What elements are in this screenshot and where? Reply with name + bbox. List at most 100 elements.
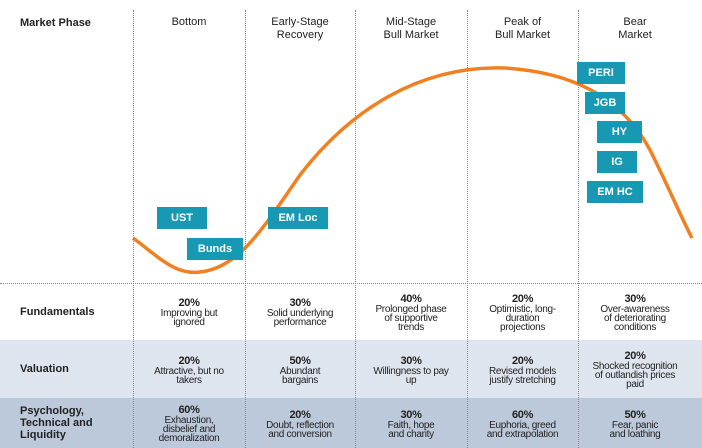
table-cell: 20% Attractive, but no takers (133, 344, 245, 396)
column-divider (355, 10, 356, 448)
cell-text: Revised models (489, 365, 556, 377)
column-divider (578, 10, 579, 448)
table-cell: 60% Euphoria, greed and extrapolation (467, 402, 578, 446)
cell-text: Euphoria, greed (489, 419, 556, 431)
market-curve (131, 66, 694, 275)
table-cell: 20% Improving but ignored (133, 287, 245, 338)
asset-label: JGB (585, 92, 625, 114)
cell-percent: 20% (511, 354, 534, 367)
asset-label: PERI (577, 62, 625, 84)
cell-percent: 30% (289, 297, 311, 309)
column-divider (245, 10, 246, 448)
header-label: Market Phase (20, 16, 91, 29)
divider (0, 283, 702, 284)
phase-header-line: Bear (623, 16, 647, 28)
cell-text: up (405, 374, 417, 386)
table-cell: 20% Doubt, reflection and conversion (245, 402, 355, 446)
column-divider (133, 10, 134, 448)
row-label-line: Technical and (20, 417, 93, 429)
cell-text: Optimistic, long- (489, 303, 556, 315)
cell-text: bargains (282, 374, 318, 386)
cell-percent: 20% (289, 408, 311, 421)
cell-percent: 20% (624, 350, 646, 362)
table-cell: 30% Solid underlying performance (245, 287, 355, 338)
table-cell: 30% Over-awareness of deteriorating conditi… (578, 287, 692, 338)
cell-text: projections (499, 321, 546, 333)
row-bg (0, 340, 702, 398)
phase-header-line: Bull Market (383, 29, 439, 41)
asset-label: EM Loc (268, 207, 328, 229)
cell-percent: 60% (178, 404, 200, 416)
cell-text: Shocked recognition (592, 361, 678, 372)
cell-text: and charity (388, 428, 434, 440)
cell-text: duration (505, 312, 540, 324)
cell-percent: 30% (400, 408, 422, 421)
cell-text: conditions (613, 321, 657, 333)
table-cell: 40% Prolonged phase of supportive trends (355, 287, 467, 338)
phase-header-line: Bull Market (494, 29, 551, 41)
asset-label: HY (597, 121, 642, 143)
table-cell: 30% Faith, hope and charity (355, 402, 467, 446)
phase-header-line: Recovery (276, 29, 324, 41)
cell-percent: 20% (511, 292, 534, 305)
cell-text: of deteriorating (604, 312, 666, 324)
row-label-line: Liquidity (20, 429, 66, 441)
phase-header: Mid-Stage Bull Market (355, 16, 467, 42)
phase-header: Bear Market (578, 16, 692, 42)
cell-percent: 60% (511, 408, 534, 421)
row-label: Psychology, Technical and Liquidity (20, 398, 130, 448)
cell-text: Over-awareness (600, 303, 670, 315)
row-label: Fundamentals (20, 283, 130, 340)
cell-text: and extrapolation (486, 428, 559, 440)
cell-text: Fear, panic (611, 419, 659, 431)
cell-text: Attractive, but no (154, 365, 224, 377)
cell-text: takers (176, 374, 202, 386)
asset-label: UST (157, 207, 207, 229)
cell-text: Prolonged phase (375, 303, 447, 315)
cell-text: trends (398, 321, 424, 333)
column-divider (467, 10, 468, 448)
cell-text: Improving but (160, 308, 218, 319)
cell-text: justify stretching (489, 374, 556, 386)
cell-text: paid (626, 379, 644, 390)
cell-text: of outlandish prices (594, 370, 676, 381)
cell-text: performance (273, 317, 327, 328)
cell-text: ignored (173, 317, 205, 328)
asset-label: Bunds (187, 238, 243, 260)
phase-header-line: Mid-Stage (385, 16, 437, 28)
cell-text: Willingness to pay (373, 365, 449, 377)
table-cell: 50% Fear, panic and loathing (578, 402, 692, 446)
cell-percent: 50% (624, 408, 646, 421)
phase-header-line: Peak of (503, 16, 542, 28)
table-cell: 50% Abundant bargains (245, 344, 355, 396)
phase-header: Peak of Bull Market (467, 16, 578, 42)
cell-text: Doubt, reflection (266, 419, 334, 431)
cell-text: Abundant (279, 365, 321, 377)
cell-text: Faith, hope (387, 419, 435, 431)
table-cell: 20% Revised models justify stretching (467, 344, 578, 396)
asset-label: EM HC (587, 181, 643, 203)
table-cell: 20% Shocked recognition of outlandish pric… (578, 344, 692, 396)
table-cell: 30% Willingness to pay up (355, 344, 467, 396)
cell-text: of supportive (384, 312, 438, 324)
phase-header-line: Bottom (171, 16, 207, 28)
table-cell: 60% Exhaustion, disbelief and demoralizatio… (133, 402, 245, 446)
cell-percent: 30% (624, 292, 646, 305)
cell-text: Solid underlying (266, 308, 334, 319)
phase-header: Early-Stage Recovery (245, 16, 355, 42)
cell-percent: 20% (178, 354, 200, 367)
phase-header-line: Market (618, 29, 652, 41)
row-label-line: Valuation (20, 363, 69, 375)
row-label-line: Psychology, (20, 405, 84, 417)
phase-header: Bottom (133, 16, 245, 29)
cell-text: and loathing (609, 428, 661, 440)
table-cell: 20% Optimistic, long-duration projections (467, 287, 578, 338)
phase-header-line: Early-Stage (271, 16, 329, 28)
cell-percent: 50% (289, 354, 311, 367)
cell-text: disbelief and (162, 424, 216, 435)
row-label-line: Fundamentals (20, 305, 95, 318)
asset-label: IG (597, 151, 637, 173)
cell-text: and conversion (268, 428, 332, 440)
row-label: Valuation (20, 340, 130, 398)
